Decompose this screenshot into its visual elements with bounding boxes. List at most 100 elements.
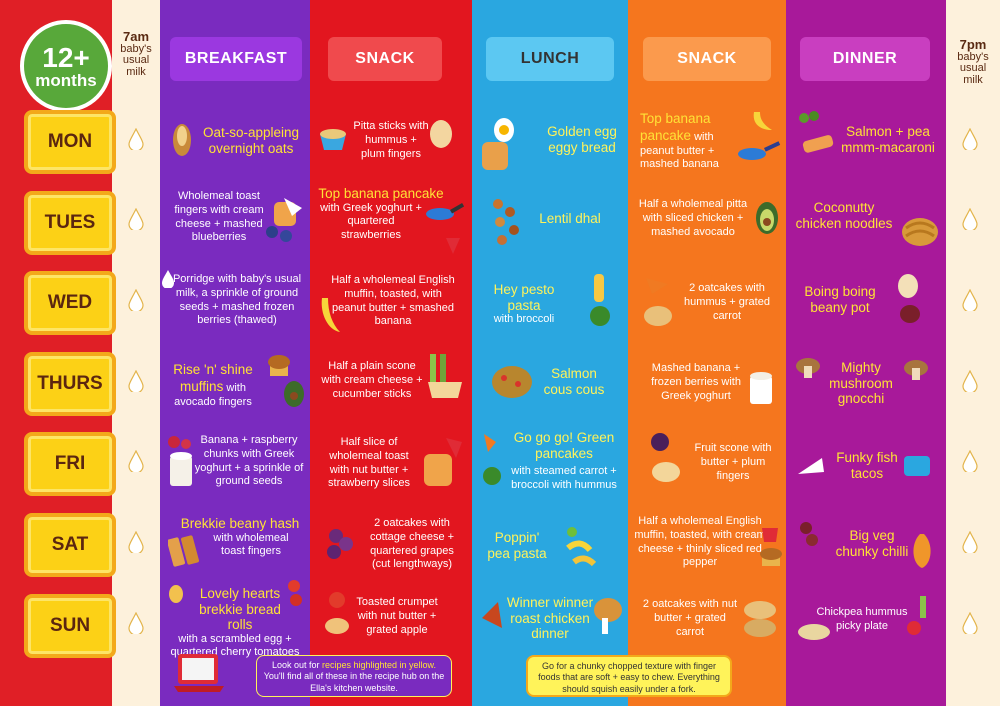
snack1-mon: Pitta sticks with hummus + plum fingers bbox=[352, 120, 430, 161]
meal-text: with wholemeal toast fingers bbox=[213, 531, 289, 558]
cous-cous-icon bbox=[492, 366, 532, 398]
snack2-sun: 2 oatcakes with nut butter + grated carr… bbox=[642, 598, 738, 639]
recipe-tip-note: Look out for recipes highlighted in yell… bbox=[256, 655, 452, 697]
yoghurt-raspberry-icon bbox=[168, 436, 192, 486]
breakfast-fri: Banana + raspberry chunks with Greek yog… bbox=[194, 434, 304, 489]
snack1-fri: Half slice of wholemeal toast with nut b… bbox=[322, 436, 416, 491]
milk-drop-icon bbox=[962, 208, 978, 230]
lunch-sat: Poppin' pea pasta bbox=[482, 530, 552, 561]
carrot-broccoli-icon bbox=[483, 434, 501, 485]
banana-pancake-icon bbox=[738, 112, 781, 160]
recipe-highlight: Lentil dhal bbox=[539, 211, 601, 226]
hummus-bowl-icon bbox=[320, 129, 346, 150]
taco-fish-icon bbox=[798, 456, 930, 476]
snack1-tues: Top banana pancake with Greek yoghurt + … bbox=[316, 186, 446, 243]
plum-scone-icon bbox=[651, 433, 680, 482]
lunch-thurs: Salmon cous cous bbox=[538, 366, 610, 397]
pancake-strawberry-icon bbox=[426, 203, 464, 254]
day-sat: SAT bbox=[24, 513, 116, 577]
lunch-wed: Hey pesto pasta with broccoli bbox=[484, 282, 564, 327]
header-snack-afternoon: SNACK bbox=[643, 37, 771, 81]
lunch-mon: Golden egg eggy bread bbox=[542, 124, 622, 155]
dinner-fri: Funky fish tacos bbox=[832, 450, 902, 481]
milk-drop-icon bbox=[962, 450, 978, 472]
meal-text: Fruit scone with butter + plum fingers bbox=[694, 442, 772, 482]
chilli-squash-icon bbox=[800, 522, 931, 568]
milk-drop-icon bbox=[128, 370, 144, 392]
milk-drop-icon bbox=[128, 208, 144, 230]
snack2-fri: Fruit scone with butter + plum fingers bbox=[690, 442, 776, 483]
recipe-highlight: Top banana pancake bbox=[318, 186, 444, 201]
laptop-icon bbox=[174, 654, 224, 692]
day-mon: MON bbox=[24, 110, 116, 174]
breakfast-wed: Porridge with baby's usual milk, a sprin… bbox=[168, 273, 306, 328]
texture-tip-text: Go for a chunky chopped texture with fin… bbox=[538, 661, 720, 694]
recipe-highlight: Hey pesto pasta bbox=[493, 282, 555, 313]
lunch-fri: Go go go! Green pancakes with steamed ca… bbox=[506, 430, 622, 493]
evening-milk-time: 7pm bbox=[959, 37, 987, 52]
breakfast-mon: Oat-so-appleing overnight oats bbox=[198, 125, 304, 156]
recipe-highlight: Top banana pancake bbox=[640, 111, 711, 143]
milk-drop-icon bbox=[962, 612, 978, 634]
header-lunch: LUNCH bbox=[486, 37, 614, 81]
milk-drop-icon bbox=[128, 450, 144, 472]
snack1-sun: Toasted crumpet with nut butter + grated… bbox=[354, 596, 440, 637]
lunch-column bbox=[472, 0, 628, 706]
evening-milk-text: baby's usual milk bbox=[957, 50, 989, 86]
milk-drop-icon bbox=[128, 531, 144, 553]
snack2-thurs: Mashed banana + frozen berries with Gree… bbox=[640, 362, 752, 403]
header-dinner: DINNER bbox=[800, 37, 930, 81]
recipe-highlight: Go go go! Green pancakes bbox=[513, 430, 615, 461]
lunch-sun: Winner winner roast chicken dinner bbox=[500, 595, 600, 642]
meal-text: Half slice of wholemeal toast with nut b… bbox=[328, 436, 410, 490]
pasta-peas-icon bbox=[566, 527, 597, 567]
meal-text: Banana + raspberry chunks with Greek yog… bbox=[194, 434, 304, 488]
snack1-sat: 2 oatcakes with cottage cheese + quarter… bbox=[362, 517, 462, 572]
meal-text: Chickpea hummus picky plate bbox=[816, 606, 908, 632]
milk-drop-icon bbox=[128, 612, 144, 634]
meal-text: with Greek yoghurt + quartered strawberr… bbox=[320, 201, 422, 242]
recipe-highlight: Funky fish tacos bbox=[836, 450, 898, 481]
oatcake-icon bbox=[744, 601, 776, 637]
recipe-highlight: Rise 'n' shine muffins bbox=[173, 362, 253, 394]
milk-drop-icon bbox=[962, 128, 978, 150]
oats-jar-icon bbox=[173, 124, 191, 156]
snack1-thurs: Half a plain scone with cream cheese + c… bbox=[320, 360, 424, 401]
pepper-muffin-icon bbox=[760, 528, 782, 566]
meal-text: 2 oatcakes with hummus + grated carrot bbox=[684, 282, 770, 322]
recipe-highlight: Boing boing beany pot bbox=[804, 284, 876, 315]
milk-drop-small-icon bbox=[162, 270, 174, 288]
roast-chicken-icon bbox=[482, 598, 622, 634]
muffin-avocado-icon bbox=[268, 355, 304, 407]
age-badge-number: 12+ bbox=[42, 41, 90, 73]
recipe-highlight: Big veg chunky chilli bbox=[835, 528, 909, 559]
recipe-highlight: Mighty mushroom gnocchi bbox=[829, 360, 893, 407]
milk-drop-icon bbox=[962, 370, 978, 392]
toast-strawberry-icon bbox=[424, 438, 462, 486]
scone-cucumber-icon bbox=[428, 354, 462, 398]
hummus-plate-icon bbox=[798, 596, 926, 640]
recipe-highlight: Brekkie beany hash bbox=[180, 516, 300, 531]
recipe-highlight: Golden egg eggy bread bbox=[547, 124, 617, 155]
dinner-wed: Boing boing beany pot bbox=[798, 284, 882, 315]
breakfast-tues: Wholemeal toast fingers with cream chees… bbox=[164, 190, 274, 245]
peas-macaroni-icon bbox=[799, 111, 834, 153]
snack2-wed: 2 oatcakes with hummus + grated carrot bbox=[682, 282, 772, 323]
meal-text: Mashed banana + frozen berries with Gree… bbox=[651, 362, 741, 402]
dinner-sun: Chickpea hummus picky plate bbox=[810, 606, 914, 634]
day-fri: FRI bbox=[24, 432, 116, 496]
mushroom-icon bbox=[796, 358, 928, 380]
meal-text: Half a wholemeal English muffin, toasted… bbox=[634, 515, 766, 569]
yoghurt-pot-icon bbox=[750, 372, 772, 404]
carrot-oatcake-icon bbox=[644, 278, 672, 326]
recipe-highlight: Salmon cous cous bbox=[543, 366, 605, 397]
avocado-icon bbox=[756, 202, 778, 234]
pitta-icon bbox=[430, 120, 452, 148]
banana-icon bbox=[321, 298, 340, 332]
morning-milk-time: 7am bbox=[122, 29, 150, 44]
milk-drop-icon bbox=[962, 289, 978, 311]
tip-highlight: recipes highlighted in yellow. bbox=[321, 660, 437, 670]
egg-toast-icon bbox=[482, 118, 514, 170]
day-tues: TUES bbox=[24, 191, 116, 255]
snack2-mon: Top banana pancake with peanut butter + … bbox=[640, 111, 736, 172]
